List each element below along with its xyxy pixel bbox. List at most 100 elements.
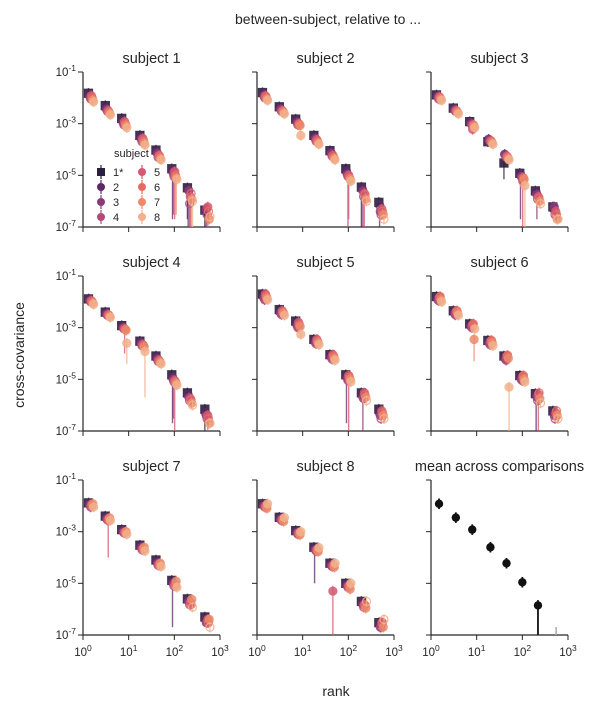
legend-label: 1* bbox=[113, 167, 124, 179]
panel-title: subject 1 bbox=[122, 51, 180, 67]
data-point bbox=[328, 586, 338, 596]
panel-1: subject 1 10-7 10-5 10-3 10-1 bbox=[56, 51, 221, 234]
panel-title: subject 2 bbox=[296, 51, 354, 67]
data-point bbox=[105, 515, 116, 526]
legend-entry: 5 bbox=[138, 165, 160, 179]
data-point bbox=[314, 340, 324, 350]
data-point bbox=[105, 110, 116, 120]
data-point bbox=[88, 97, 99, 107]
data-point bbox=[156, 155, 166, 165]
data-point bbox=[156, 561, 166, 572]
data-point bbox=[346, 578, 356, 588]
data-point bbox=[361, 603, 371, 613]
data-point bbox=[172, 582, 182, 592]
data-point bbox=[121, 325, 131, 335]
legend-title: subject bbox=[114, 148, 149, 160]
panel-title: subject 4 bbox=[122, 255, 180, 271]
data-point bbox=[470, 123, 480, 133]
y-tick-label: 10-1 bbox=[56, 267, 77, 283]
x-tick-label: 103 bbox=[559, 643, 577, 659]
series-8 bbox=[262, 294, 389, 424]
data-point bbox=[553, 214, 563, 224]
series-8 bbox=[88, 501, 215, 633]
data-point bbox=[262, 499, 273, 509]
panel-title: subject 5 bbox=[296, 255, 354, 271]
legend-entry: 8 bbox=[138, 210, 160, 224]
data-point bbox=[470, 324, 480, 334]
data-point bbox=[187, 594, 197, 604]
y-tick-label: 10-7 bbox=[56, 626, 77, 642]
legend-label: 5 bbox=[154, 167, 160, 179]
x-tick-label: 100 bbox=[74, 643, 92, 659]
series-8 bbox=[88, 299, 215, 429]
data-point bbox=[346, 176, 356, 186]
legend-label: 4 bbox=[113, 212, 119, 224]
data-point bbox=[488, 139, 498, 149]
data-point bbox=[187, 400, 198, 410]
data-point bbox=[379, 614, 389, 625]
panel-title: mean across comparisons bbox=[415, 459, 584, 475]
y-tick-label: 10-7 bbox=[56, 218, 77, 234]
data-point bbox=[140, 140, 150, 150]
data-point bbox=[314, 543, 324, 553]
series-8 bbox=[88, 96, 215, 227]
data-point bbox=[172, 380, 182, 390]
x-tick-label: 101 bbox=[468, 643, 486, 659]
series-8 bbox=[436, 95, 563, 227]
data-point bbox=[296, 130, 306, 141]
data-point bbox=[503, 353, 513, 363]
panel-9: mean across comparisons 100 101 102 103 bbox=[415, 459, 584, 659]
legend: subject 1* 2 3 4 5 6 7 8 bbox=[97, 148, 160, 224]
data-point bbox=[488, 341, 498, 351]
data-point bbox=[279, 109, 290, 119]
data-point bbox=[88, 299, 99, 309]
legend-label: 6 bbox=[154, 182, 160, 194]
data-point bbox=[105, 312, 116, 323]
mean-point bbox=[451, 513, 461, 522]
data-point bbox=[553, 414, 563, 424]
data-point bbox=[535, 199, 546, 209]
mean-point bbox=[486, 543, 495, 552]
data-point bbox=[535, 398, 546, 408]
data-point bbox=[453, 310, 464, 320]
legend-label: 2 bbox=[113, 182, 119, 194]
panel-6: subject 6 bbox=[426, 255, 569, 436]
x-tick-label: 103 bbox=[211, 643, 229, 659]
data-point bbox=[296, 527, 306, 537]
data-point bbox=[314, 139, 324, 149]
legend-label: 7 bbox=[154, 197, 160, 209]
panel-2: subject 2 bbox=[252, 51, 395, 232]
data-point bbox=[205, 622, 215, 632]
panel-5: subject 5 bbox=[252, 255, 395, 436]
data-point bbox=[379, 214, 389, 224]
panel-title: subject 8 bbox=[296, 459, 354, 475]
data-point bbox=[295, 321, 305, 332]
x-tick-label: 102 bbox=[166, 643, 184, 659]
figure-title: between-subject, relative to ... bbox=[235, 11, 421, 27]
y-tick-label: 10-7 bbox=[56, 422, 77, 438]
x-tick-label: 102 bbox=[340, 643, 358, 659]
data-point bbox=[436, 95, 447, 105]
y-tick-label: 10-1 bbox=[56, 471, 77, 487]
panel-title: subject 6 bbox=[470, 255, 528, 271]
data-point bbox=[469, 334, 479, 345]
data-point bbox=[204, 614, 214, 625]
series-8 bbox=[436, 296, 563, 431]
x-tick-label: 100 bbox=[248, 643, 266, 659]
x-axis-label: rank bbox=[322, 683, 350, 699]
y-tick-label: 10-5 bbox=[56, 574, 77, 590]
x-tick-label: 100 bbox=[422, 643, 440, 659]
data-point bbox=[361, 596, 372, 607]
data-point bbox=[187, 602, 198, 612]
data-point bbox=[346, 377, 356, 387]
x-tick-label: 103 bbox=[385, 643, 403, 659]
data-point bbox=[172, 174, 182, 184]
data-point bbox=[295, 120, 305, 131]
data-point bbox=[122, 123, 132, 133]
legend-entry: 3 bbox=[97, 195, 119, 209]
y-tick-label: 10-5 bbox=[56, 166, 77, 182]
y-tick-label: 10-1 bbox=[56, 63, 77, 79]
legend-entry: 2 bbox=[97, 180, 119, 194]
x-tick-label: 101 bbox=[120, 643, 138, 659]
